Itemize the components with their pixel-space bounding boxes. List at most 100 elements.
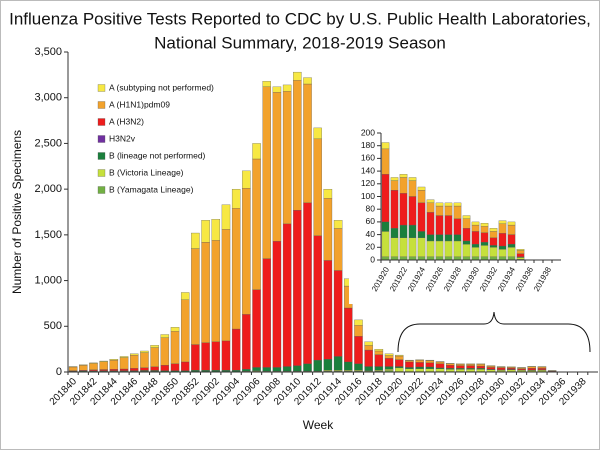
bar-segment (417, 231, 426, 238)
bar-segment (517, 368, 526, 371)
bar-segment (489, 231, 498, 238)
bar-segment (435, 363, 445, 369)
legend-swatch (97, 152, 106, 160)
bar-segment (150, 345, 159, 348)
y-tick-label: 1,500 (34, 229, 62, 241)
bar-segment (384, 369, 394, 371)
bar-segment (415, 366, 424, 369)
y-axis-label: Number of Positive Specimens (10, 130, 24, 294)
bar-segment (170, 363, 180, 371)
bar-segment (364, 366, 373, 371)
bar-segment (354, 325, 363, 337)
bar-segment (252, 143, 261, 160)
legend-swatch (97, 101, 106, 109)
bar-segment (498, 233, 507, 247)
bar-segment (119, 356, 129, 358)
bar-segment (381, 231, 390, 257)
bar-segment (109, 369, 119, 371)
y-tick-label: 200 (361, 127, 375, 137)
bar-segment (417, 237, 426, 257)
bar-segment (313, 359, 322, 372)
bar-segment (425, 360, 435, 364)
bar-segment (390, 228, 399, 238)
y-tick-label: 2,000 (34, 183, 62, 195)
bar-segment (99, 360, 108, 362)
bar-segment (374, 354, 384, 367)
bar-segment (417, 202, 426, 232)
y-tick-label: 2,500 (34, 137, 62, 149)
bar-segment (435, 234, 444, 242)
legend-swatch (97, 84, 106, 92)
y-tick-label: 60 (366, 216, 376, 226)
bar-segment (344, 307, 353, 363)
bar-segment (489, 245, 498, 248)
bar-segment (408, 237, 417, 257)
bar-segment (99, 361, 108, 370)
y-tick-label: 120 (361, 178, 375, 188)
bar-segment (231, 208, 241, 330)
bar-segment (471, 224, 480, 232)
bar-segment (384, 358, 394, 367)
bar-segment (191, 248, 200, 345)
bar-segment (381, 221, 390, 232)
bar-segment (435, 205, 444, 216)
bar-segment (405, 367, 414, 369)
bar-segment (507, 221, 516, 226)
bar-segment (466, 369, 475, 372)
bar-segment (160, 337, 170, 366)
bar-segment (323, 359, 333, 371)
bar-segment (408, 224, 417, 238)
bar-segment (262, 81, 271, 87)
bar-segment (180, 299, 190, 363)
bar-segment (426, 202, 435, 213)
bar-segment (516, 249, 525, 251)
bar-segment (119, 368, 129, 371)
bar-segment (150, 366, 159, 371)
bar-segment (390, 189, 399, 229)
bar-segment (242, 314, 251, 370)
bar-segment (252, 367, 261, 371)
bar-segment (109, 359, 119, 370)
y-tick-label: 140 (361, 165, 375, 175)
bar-segment (480, 232, 489, 243)
bar-segment (408, 177, 417, 181)
bar-segment (399, 193, 408, 226)
legend-swatch (97, 135, 106, 143)
bar-segment (231, 328, 241, 371)
bar-segment (527, 366, 536, 369)
bar-segment (498, 220, 507, 224)
bar-segment (242, 369, 251, 372)
bar-segment (109, 359, 119, 361)
bar-segment (242, 170, 251, 189)
legend-label: B (lineage not performed) (109, 150, 206, 160)
bar-segment (201, 242, 210, 343)
bar-segment (471, 231, 480, 245)
bar-segment (130, 368, 139, 371)
bar-segment (399, 237, 408, 257)
bar-segment (390, 180, 399, 191)
bar-segment (68, 366, 78, 371)
bar-segment (303, 202, 312, 364)
bar-segment (221, 340, 231, 371)
chart-title: Influenza Positive Tests Reported to CDC… (9, 9, 591, 28)
bar-segment (507, 367, 516, 370)
bar-segment (262, 86, 271, 259)
bar-segment (272, 241, 282, 368)
bar-segment (517, 370, 526, 372)
bar-segment (201, 370, 210, 372)
bar-segment (471, 221, 480, 226)
bar-segment (507, 224, 516, 235)
bar-segment (201, 220, 210, 243)
bar-segment (303, 363, 312, 372)
bar-segment (476, 364, 486, 367)
bar-segment (537, 366, 547, 369)
bar-segment (364, 345, 373, 351)
bar-segment (333, 270, 343, 357)
bar-segment (381, 148, 390, 175)
bar-segment (408, 196, 417, 226)
bar-segment (456, 369, 465, 372)
legend-label: A (H1N1)pdm09 (109, 99, 170, 109)
y-tick-label: 180 (361, 140, 375, 150)
bar-segment (221, 229, 231, 342)
bar-segment (282, 366, 292, 372)
